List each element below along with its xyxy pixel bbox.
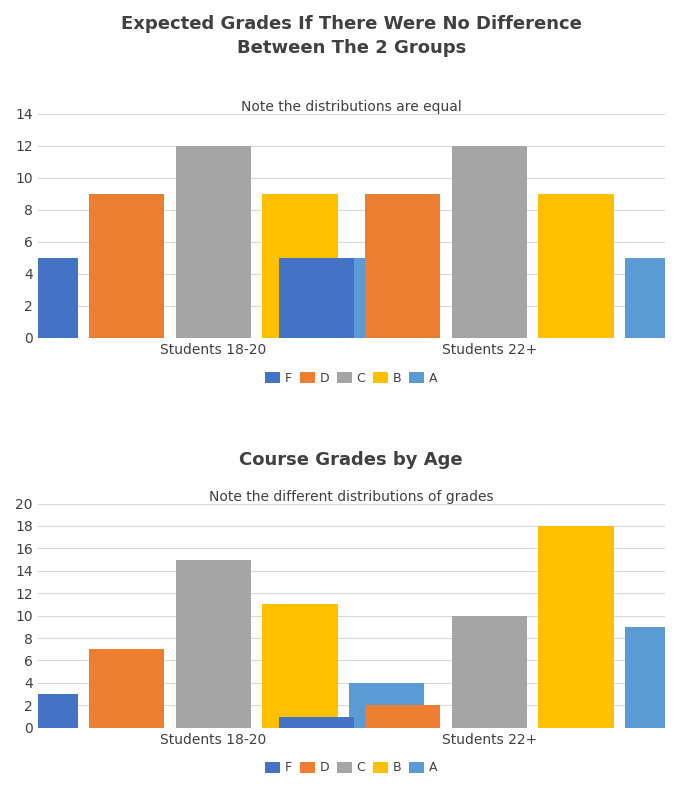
Bar <box>452 616 527 728</box>
Bar <box>349 258 424 338</box>
Bar <box>3 694 78 728</box>
Bar <box>365 194 441 338</box>
Bar <box>349 683 424 728</box>
Bar <box>89 194 165 338</box>
Text: Note the distributions are equal: Note the distributions are equal <box>241 100 462 114</box>
Bar <box>365 706 441 728</box>
Bar <box>452 146 527 338</box>
Bar <box>625 627 680 728</box>
Bar <box>539 194 613 338</box>
Bar <box>262 605 337 728</box>
Legend: F, D, C, B, A: F, D, C, B, A <box>260 757 443 779</box>
Bar <box>262 194 337 338</box>
Title: Course Grades by Age: Course Grades by Age <box>239 450 463 469</box>
Legend: F, D, C, B, A: F, D, C, B, A <box>260 366 443 390</box>
Bar <box>539 526 613 728</box>
Title: Expected Grades If There Were No Difference
Between The 2 Groups: Expected Grades If There Were No Differe… <box>121 15 582 57</box>
Bar <box>175 146 251 338</box>
Text: Note the different distributions of grades: Note the different distributions of grad… <box>209 490 494 503</box>
Bar <box>3 258 78 338</box>
Bar <box>89 650 165 728</box>
Bar <box>279 717 354 728</box>
Bar <box>175 560 251 728</box>
Bar <box>625 258 680 338</box>
Bar <box>279 258 354 338</box>
